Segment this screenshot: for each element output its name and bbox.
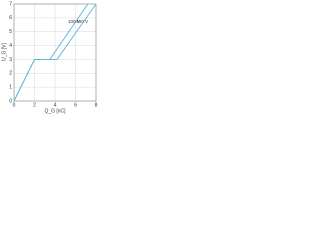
page: {"chart_data": {"type": "line", "x_label…: [0, 0, 100, 115]
y-tick-label: 1: [9, 84, 12, 90]
y-tick-label: 3: [9, 57, 12, 63]
series-label: 100 V: [68, 19, 80, 24]
plot-frame: [13, 3, 97, 102]
series-label: 400 V: [76, 19, 88, 24]
y-tick-label: 2: [9, 71, 12, 77]
x-tick-label: 8: [95, 102, 98, 108]
series-line: [13, 3, 97, 102]
y-axis-label: U_G [V]: [1, 43, 7, 61]
x-tick-label: 4: [54, 102, 57, 108]
y-tick-label: 5: [9, 29, 12, 35]
x-axis-label: Q_G [nC]: [44, 108, 66, 114]
y-tick-label: 6: [9, 15, 12, 21]
y-tick-label: 7: [9, 1, 12, 7]
y-tick-label: 4: [9, 43, 12, 49]
x-tick-label: 6: [74, 102, 77, 108]
y-tick-label: 0: [9, 98, 12, 104]
x-tick-label: 0: [13, 102, 16, 108]
x-tick-label: 2: [33, 102, 36, 108]
